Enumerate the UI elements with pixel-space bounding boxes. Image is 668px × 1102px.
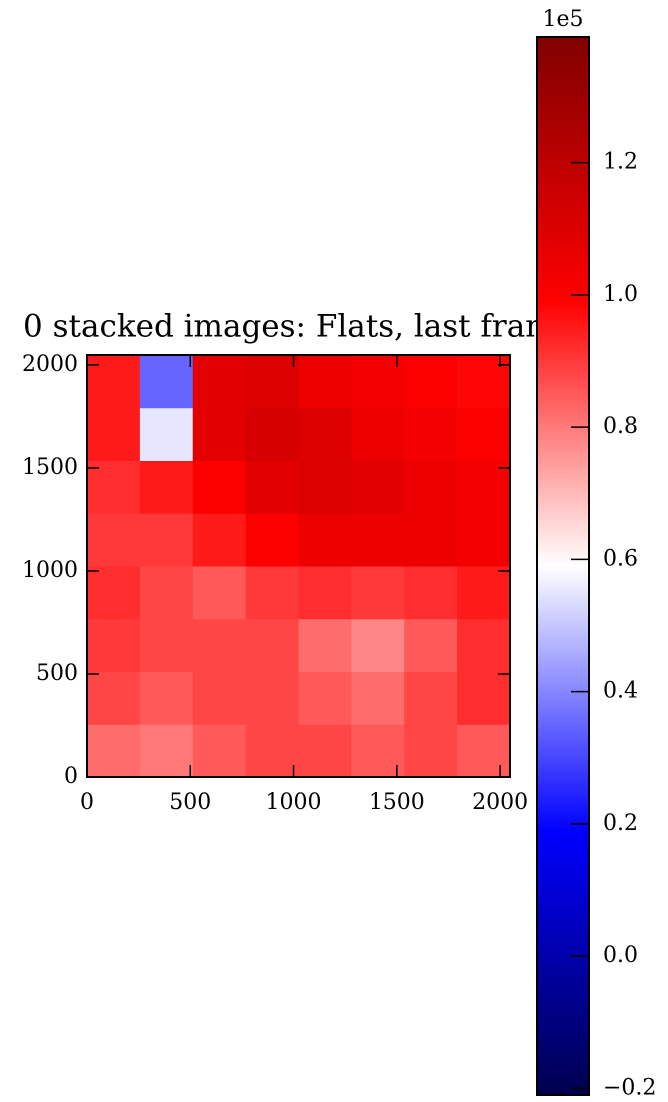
colorbar-tick-label: 1.0 bbox=[603, 282, 638, 307]
heat-cell bbox=[139, 513, 194, 567]
heat-cell bbox=[245, 671, 299, 725]
heat-cell bbox=[457, 566, 511, 620]
heat-cell bbox=[87, 355, 141, 409]
heat-cell bbox=[298, 671, 352, 725]
heat-cell bbox=[245, 355, 299, 409]
heat-cell bbox=[245, 724, 299, 778]
colorbar-tick-label: −0.2 bbox=[603, 1075, 656, 1100]
colorbar-tick-label: 0.0 bbox=[603, 943, 638, 968]
heat-cell bbox=[457, 724, 511, 778]
heat-cell bbox=[351, 407, 405, 461]
heat-cell bbox=[298, 460, 352, 514]
heat-cell bbox=[87, 618, 141, 672]
heat-cell bbox=[351, 724, 405, 778]
y-tick-label: 1500 bbox=[22, 455, 78, 480]
heat-cell bbox=[87, 566, 141, 620]
colorbar bbox=[536, 36, 590, 1096]
heat-cell bbox=[351, 513, 405, 567]
heat-cell bbox=[404, 724, 458, 778]
heat-cell bbox=[404, 407, 458, 461]
chart-title: 0 stacked images: Flats, last frame bbox=[23, 309, 573, 345]
heat-cell bbox=[139, 671, 194, 725]
heat-cell bbox=[404, 513, 458, 567]
heat-cell bbox=[192, 618, 247, 672]
heat-cell bbox=[192, 460, 247, 514]
heat-cell bbox=[298, 618, 352, 672]
x-tick-label: 1000 bbox=[266, 790, 322, 815]
heat-cell bbox=[404, 355, 458, 409]
heat-cell bbox=[351, 355, 405, 409]
heat-cell bbox=[139, 355, 194, 409]
heat-cell bbox=[139, 407, 194, 461]
heat-cell bbox=[192, 566, 247, 620]
x-tick-label: 2000 bbox=[472, 790, 528, 815]
heat-cell bbox=[245, 618, 299, 672]
heat-cell bbox=[457, 513, 511, 567]
heat-cell bbox=[298, 513, 352, 567]
x-tick-label: 500 bbox=[169, 790, 211, 815]
axes-frame bbox=[86, 354, 511, 778]
heat-cell bbox=[351, 671, 405, 725]
heat-cell bbox=[139, 460, 194, 514]
heat-cell bbox=[404, 566, 458, 620]
heat-cell bbox=[351, 566, 405, 620]
colorbar-tick-label: 0.8 bbox=[603, 414, 638, 439]
x-tick-label: 1500 bbox=[369, 790, 425, 815]
heat-cell bbox=[139, 618, 194, 672]
heat-cell bbox=[457, 355, 511, 409]
heat-cell bbox=[139, 724, 194, 778]
heat-cell bbox=[404, 460, 458, 514]
y-tick-label: 0 bbox=[64, 764, 78, 789]
y-tick-label: 2000 bbox=[22, 352, 78, 377]
heat-cell bbox=[351, 618, 405, 672]
heat-cell bbox=[245, 513, 299, 567]
heat-cell bbox=[192, 513, 247, 567]
heat-cell bbox=[192, 671, 247, 725]
heat-cell bbox=[298, 355, 352, 409]
heat-cell bbox=[192, 355, 247, 409]
colorbar-tick-label: 0.6 bbox=[603, 546, 638, 571]
heat-cell bbox=[87, 513, 141, 567]
heat-cell bbox=[192, 724, 247, 778]
colorbar-offset: 1e5 bbox=[542, 7, 583, 32]
heat-cell bbox=[298, 407, 352, 461]
heat-cell bbox=[139, 566, 194, 620]
heat-cell bbox=[457, 460, 511, 514]
heat-cell bbox=[457, 671, 511, 725]
y-tick-label: 500 bbox=[36, 661, 78, 686]
heat-cell bbox=[298, 566, 352, 620]
heat-cell bbox=[87, 407, 141, 461]
heat-cell bbox=[245, 407, 299, 461]
heat-cell bbox=[192, 407, 247, 461]
heat-cell bbox=[87, 671, 141, 725]
heat-cell bbox=[404, 618, 458, 672]
x-tick-label: 0 bbox=[80, 790, 94, 815]
heat-cell bbox=[351, 460, 405, 514]
colorbar-tick-label: 0.2 bbox=[603, 811, 638, 836]
colorbar-tick-label: 1.2 bbox=[603, 150, 638, 175]
heat-cell bbox=[87, 724, 141, 778]
heat-cell bbox=[404, 671, 458, 725]
heat-cell bbox=[87, 460, 141, 514]
y-tick-label: 1000 bbox=[22, 558, 78, 583]
heat-cell bbox=[245, 566, 299, 620]
heat-cell bbox=[245, 460, 299, 514]
heat-cell bbox=[457, 407, 511, 461]
heat-cell bbox=[298, 724, 352, 778]
heat-cell bbox=[457, 618, 511, 672]
colorbar-tick-label: 0.4 bbox=[603, 679, 638, 704]
